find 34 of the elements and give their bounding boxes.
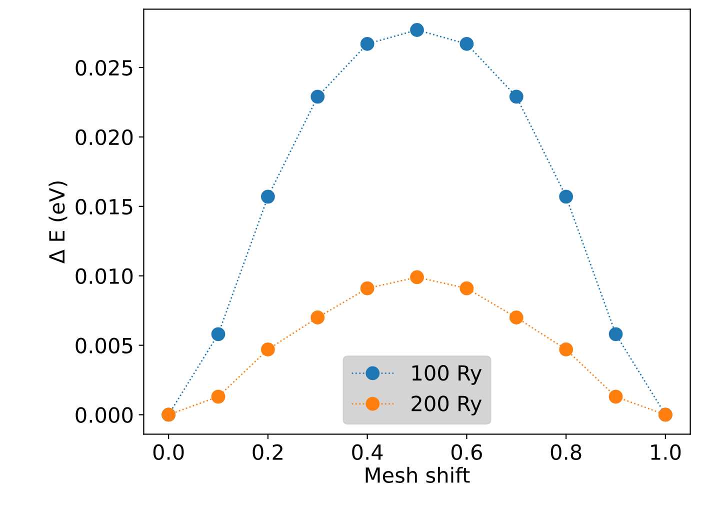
y-tick-label: 0.005 (76, 338, 132, 354)
x-tick-label: 0.6 (452, 444, 482, 460)
point (410, 270, 424, 284)
point (211, 390, 226, 404)
point (261, 190, 275, 204)
y-tick-label: 0.000 (76, 407, 133, 423)
point (608, 327, 623, 342)
x-tick-label: 0.4 (352, 444, 383, 460)
y-tick-label: 0.015 (76, 198, 132, 215)
point (211, 327, 226, 342)
y-tick-label: 0.020 (76, 129, 133, 146)
x-tick-label: 1.0 (651, 444, 681, 460)
point (509, 90, 524, 104)
point (460, 36, 474, 51)
y-axis-title: Δ E (eV) (48, 181, 68, 264)
x-axis-title: Mesh shift (366, 466, 470, 483)
point (509, 310, 524, 324)
point (360, 281, 374, 296)
x-tick-label: 0.8 (550, 444, 582, 460)
point (559, 190, 574, 204)
point (261, 342, 275, 356)
x-tick-label: 0.2 (252, 444, 282, 460)
point (310, 310, 325, 324)
point (608, 390, 623, 404)
point (310, 90, 325, 104)
y-tick-label: 0.025 (76, 60, 132, 76)
point (410, 23, 424, 37)
y-tick-label: 0.010 (76, 268, 133, 284)
point (360, 36, 374, 51)
point (460, 281, 474, 296)
x-tick-label: 0.0 (153, 444, 184, 460)
legend-label: 100 Ry (412, 365, 482, 385)
point (559, 342, 574, 356)
legend-label: 200 Ry (412, 396, 482, 416)
